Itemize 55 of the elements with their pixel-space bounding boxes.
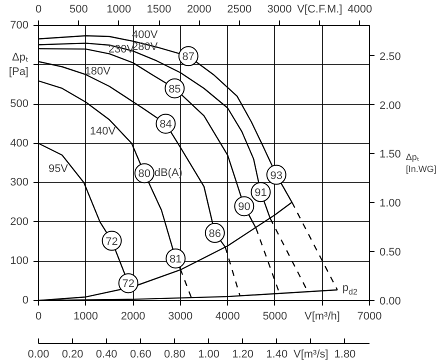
annotation: 81 <box>170 253 182 266</box>
annotation: 85 <box>168 83 181 96</box>
annotation: 91 <box>254 187 267 200</box>
y-tick-label: 700 <box>10 20 29 32</box>
text: 0.20 <box>62 348 84 360</box>
text: 1.80 <box>334 348 356 360</box>
y-tick-label: 400 <box>10 137 29 150</box>
x2-tick-label: 2500 <box>227 4 252 16</box>
text: 0.60 <box>130 348 152 360</box>
y-tick-label: 200 <box>10 216 29 228</box>
y2-tick-label: 2.50 <box>380 50 401 63</box>
annotation: 90 <box>238 201 250 214</box>
annotation: 72 <box>122 278 134 290</box>
y2-tick-label: 0.00 <box>380 296 401 308</box>
x-tick-label: 7000 <box>357 310 382 322</box>
y-axis-title: Δpₜ [Pa] <box>8 52 29 78</box>
x2-tick-label: 0 <box>35 4 42 16</box>
x-tick-label: 5000 <box>262 310 288 322</box>
annotation: 87 <box>182 51 195 64</box>
y2-tick-label: 2.00 <box>380 100 401 112</box>
annotation: 72 <box>106 236 118 248</box>
y-tick-label: 300 <box>10 176 29 189</box>
text: 0.40 <box>96 348 118 360</box>
annotation: 80 <box>138 168 151 180</box>
text: 1.00 <box>198 348 220 360</box>
text: 0.00 <box>28 348 50 360</box>
text: 1.40 <box>266 348 288 360</box>
x2-tick-label: V[C.F.M.] <box>297 4 342 16</box>
text: V[m³/s] <box>294 348 328 360</box>
y-tick-label: 100 <box>10 255 29 268</box>
x2-tick-label: 3000 <box>267 4 292 16</box>
series-label: 95V <box>48 162 69 175</box>
annotation: 84 <box>160 118 172 131</box>
text: 0.80 <box>164 348 186 360</box>
x-tick-label: 2000 <box>120 310 146 322</box>
x2-tick-label: 1500 <box>146 4 172 16</box>
x2-tick-label: 2000 <box>186 4 212 16</box>
annotation: 86 <box>208 228 222 240</box>
x-tick-label: 0 <box>35 310 42 322</box>
y2-tick-label: 1.50 <box>380 148 401 161</box>
text: 1.20 <box>232 348 254 360</box>
x2-tick-label: 1000 <box>106 4 132 16</box>
y2-axis-title: Δpₜ [In.WG] <box>406 152 436 174</box>
y2-tick-label: 0.50 <box>380 246 401 259</box>
x-tick-label: 1000 <box>74 310 98 322</box>
x-tick-label: 3000 <box>168 310 193 322</box>
x2-tick-label: 500 <box>69 4 88 16</box>
series-label: 140V <box>90 126 116 138</box>
x-tick-label: V[m³/h] <box>304 310 340 322</box>
x-tick-label: 4000 <box>215 310 240 322</box>
y2-tick-label: 1.00 <box>380 198 401 210</box>
y-tick-label: 0 <box>22 294 29 306</box>
x2-tick-label: 4000 <box>348 4 372 16</box>
y-tick-label: 500 <box>10 98 29 110</box>
annotation: 93 <box>270 170 282 182</box>
